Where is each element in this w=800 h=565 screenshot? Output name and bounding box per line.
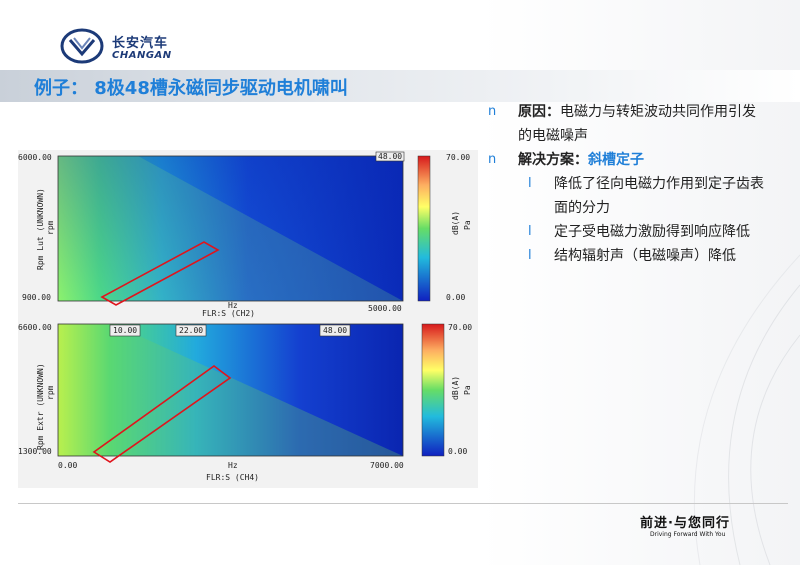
lower-order-label-2: 22.00 (179, 326, 203, 335)
lower-colorbar-tick-bottom: 0.00 (448, 447, 467, 456)
upper-colorbar-tick-bottom: 0.00 (446, 293, 465, 302)
solution-text: 斜槽定子 (588, 152, 644, 168)
footer-slogan-en: Driving Forward With You (650, 531, 726, 538)
lower-x-label: FLR:S (CH4) (206, 473, 259, 482)
upper-heatmap-shade (58, 156, 403, 301)
colormap-svg: 48.00 6000.00 900.00 Rpm Lut (UNKNOWN) r… (18, 151, 472, 482)
lower-y-unit: rpm (46, 385, 55, 400)
lower-highlight-box (92, 365, 232, 463)
colormap-figure: 48.00 6000.00 900.00 Rpm Lut (UNKNOWN) r… (18, 150, 478, 488)
lower-x-unit: Hz (228, 461, 238, 470)
sub-bullet-text: 定子受电磁力激励得到响应降低 (554, 224, 750, 240)
upper-highlight-box (100, 241, 220, 306)
sub-bullet-3: l 结构辐射声（电磁噪声）降低 (478, 244, 768, 268)
footer-slogan-cn: 前进·与您同行 (640, 516, 730, 531)
bullet-cause: n 原因：电磁力与转矩波动共同作用引发的电磁噪声 (478, 100, 768, 148)
upper-colorbar-tick-top: 70.00 (446, 153, 470, 162)
upper-x-unit: Hz (228, 301, 238, 310)
sub-bullet-marker: l (528, 176, 532, 191)
upper-x-tick-right: 5000.00 (368, 304, 402, 313)
title-bar (0, 70, 800, 102)
lower-y-label: Rpm Extr (UNKNOWN) (36, 363, 45, 450)
upper-colorbar (417, 155, 431, 302)
sub-bullet-marker: l (528, 248, 532, 263)
upper-corner-value: 48.00 (378, 152, 402, 161)
sub-bullet-1: l 降低了径向电磁力作用到定子齿表面的分力 (478, 172, 768, 220)
upper-y-tick-bottom: 900.00 (22, 293, 51, 302)
decorative-lines (693, 254, 800, 565)
changan-emblem-icon (60, 28, 104, 64)
lower-heatmap-order-fan (58, 324, 403, 456)
upper-y-label: Rpm Lut (UNKNOWN) (36, 188, 45, 270)
bullet-marker: n (488, 104, 497, 119)
sub-bullet-2: l 定子受电磁力激励得到响应降低 (478, 220, 768, 244)
upper-x-label: FLR:S (CH2) (202, 309, 255, 318)
sub-bullet-marker: l (528, 224, 532, 239)
lower-y-tick-bottom: 1300.00 (18, 447, 52, 456)
lower-y-tick-top: 6600.00 (18, 323, 52, 332)
footer-divider (18, 503, 788, 504)
lower-heatmap-frame (57, 323, 404, 457)
upper-heatmap-frame (57, 155, 404, 302)
cause-text: 电磁力与转矩波动共同作用引发的电磁噪声 (518, 104, 756, 144)
upper-colorbar-label: dB(A) (451, 211, 460, 235)
bullet-marker: n (488, 152, 497, 167)
bullet-list: n 原因：电磁力与转矩波动共同作用引发的电磁噪声 n 解决方案：斜槽定子 l 降… (478, 100, 768, 268)
upper-corner-value-box (375, 151, 405, 162)
upper-colorbar-unit: Pa (463, 220, 472, 230)
brand-logo: 长安汽车 CHANGAN (60, 28, 190, 68)
slide-title: 例子： 8极48槽永磁同步驱动电机啸叫 (34, 78, 348, 99)
lower-order-box-1 (109, 324, 141, 337)
lower-order-label-3: 48.00 (323, 326, 347, 335)
lower-colorbar-label: dB(A) (451, 376, 460, 400)
brand-name-cn: 长安汽车 (112, 36, 169, 51)
solution-label: 解决方案： (518, 152, 588, 168)
lower-heatmap-area (58, 324, 403, 456)
brand-name-en: CHANGAN (112, 50, 172, 61)
lower-colorbar-unit: Pa (463, 385, 472, 395)
lower-x-tick-left: 0.00 (58, 461, 77, 470)
upper-y-unit: rpm (46, 220, 55, 235)
lower-order-box-2 (175, 324, 207, 337)
upper-heatmap-order-fan (58, 156, 403, 301)
sub-bullet-text: 降低了径向电磁力作用到定子齿表面的分力 (554, 176, 764, 216)
upper-y-tick-top: 6000.00 (18, 153, 52, 162)
sub-bullet-text: 结构辐射声（电磁噪声）降低 (554, 248, 736, 264)
lower-order-box-3 (319, 324, 351, 337)
lower-order-label-1: 10.00 (113, 326, 137, 335)
lower-colorbar (421, 323, 445, 457)
lower-x-tick-right: 7000.00 (370, 461, 404, 470)
bullet-solution: n 解决方案：斜槽定子 (478, 148, 768, 172)
cause-label: 原因： (518, 104, 560, 120)
lower-colorbar-tick-top: 70.00 (448, 323, 472, 332)
